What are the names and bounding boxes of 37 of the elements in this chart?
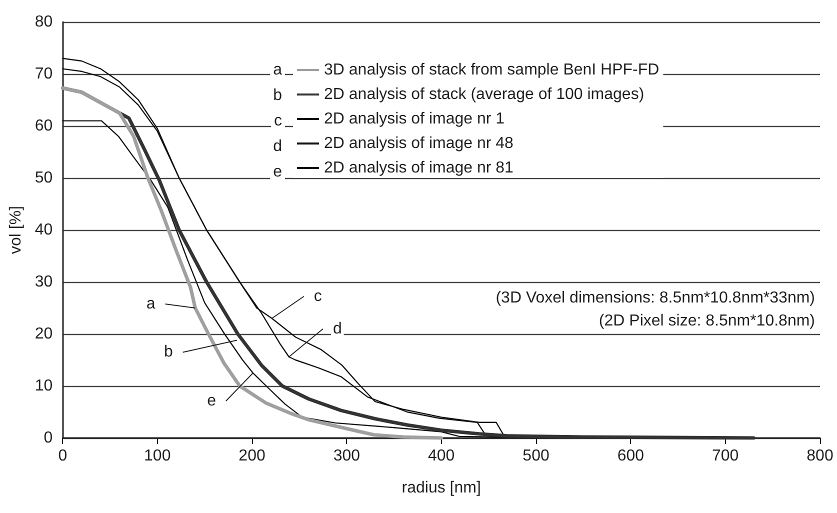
text: b xyxy=(273,87,282,104)
x-tick-label: 100 xyxy=(144,448,171,464)
text: a xyxy=(273,62,282,78)
x-tick-label: 200 xyxy=(238,448,266,464)
y-tick-label: 80 xyxy=(34,14,53,30)
legend-label: 2D analysis of image nr 48 xyxy=(324,135,514,152)
text: c xyxy=(274,112,282,130)
text: d xyxy=(273,138,282,155)
x-axis-title: radius [nm] xyxy=(402,480,481,496)
y-tick-label: 70 xyxy=(34,66,53,82)
text: e xyxy=(273,164,282,180)
annotation: (3D Voxel dimensions: 8.5nm*10.8nm*33nm) xyxy=(496,290,816,306)
x-tick-label: 400 xyxy=(428,448,455,464)
annotation: c xyxy=(314,288,322,305)
y-tick-label: 40 xyxy=(34,222,53,238)
y-tick-label: 60 xyxy=(34,118,53,134)
x-tick-label: 300 xyxy=(333,448,360,464)
x-tick-label: 500 xyxy=(522,448,550,464)
legend-label: 2D analysis of stack (average of 100 images) xyxy=(324,86,644,103)
annotation: d xyxy=(332,320,342,338)
y-tick-label: 10 xyxy=(34,378,53,394)
annotation: a xyxy=(146,296,156,312)
legend-label: 3D analysis of stack from sample BenI HPF-FD xyxy=(324,62,660,78)
annotation: (2D Pixel size: 8.5nm*10.8nm) xyxy=(598,312,816,330)
y-tick-label: 30 xyxy=(34,274,53,290)
y-tick-label: 20 xyxy=(34,326,53,342)
x-tick-label: 0 xyxy=(58,448,68,464)
x-tick-label: 700 xyxy=(712,448,739,464)
y-axis-title: vol [%] xyxy=(8,206,24,254)
x-tick-label: 600 xyxy=(617,448,644,464)
annotation: e xyxy=(207,392,216,410)
y-tick-label: 0 xyxy=(44,430,53,446)
legend-label: 2D analysis of image nr 1 xyxy=(324,110,505,128)
y-tick-label: 50 xyxy=(34,170,53,186)
annotation: b xyxy=(164,344,173,361)
legend-label: 2D analysis of image nr 81 xyxy=(324,160,514,176)
x-tick-label: 800 xyxy=(806,448,834,464)
